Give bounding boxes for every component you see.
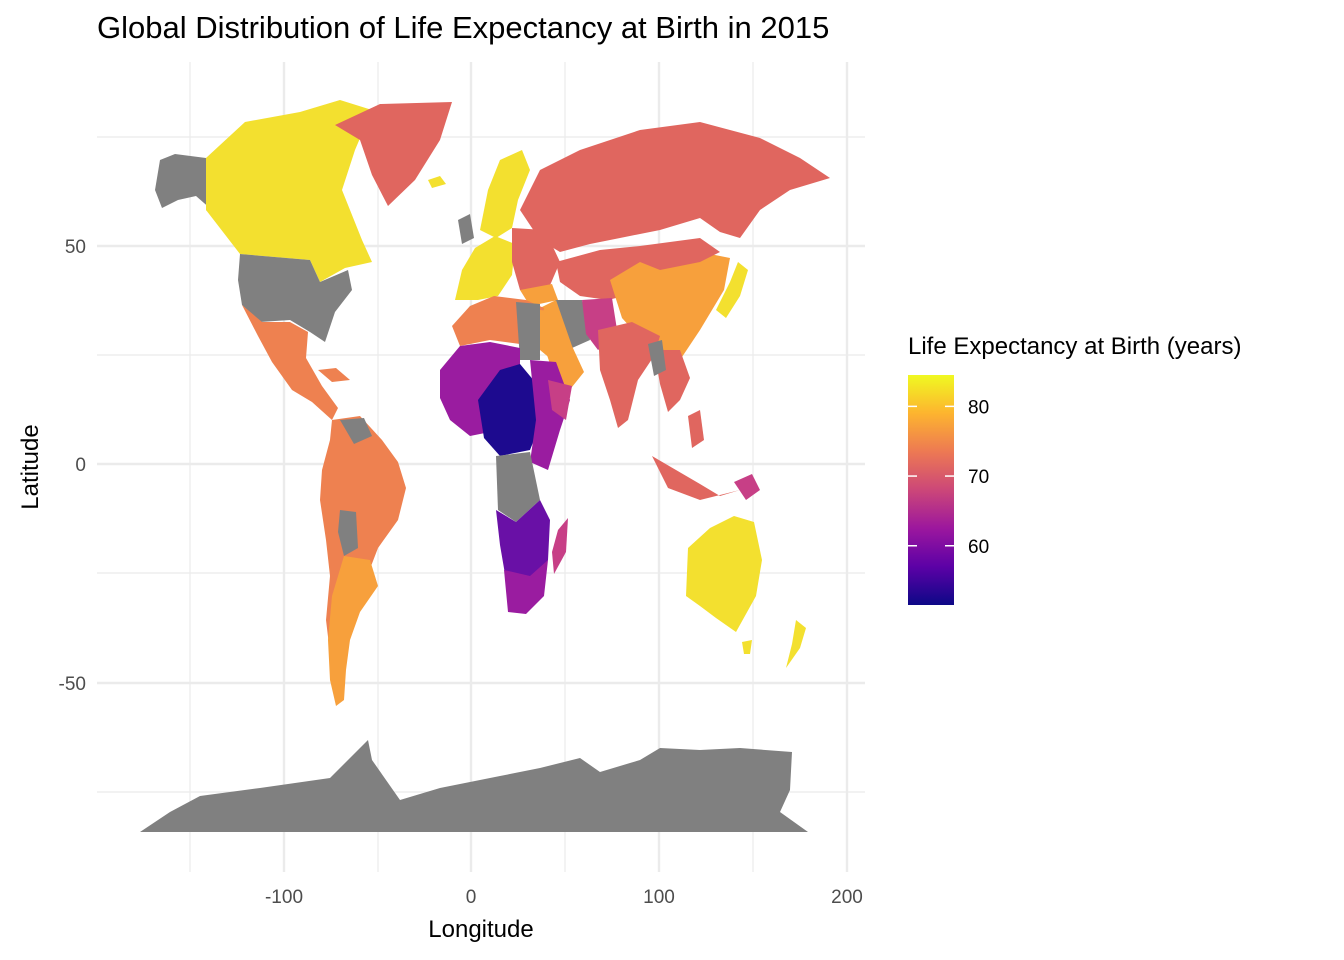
british-isles-region bbox=[458, 214, 474, 244]
libya-region bbox=[516, 302, 540, 360]
y-tick-label: 0 bbox=[75, 455, 86, 476]
western-europe-region bbox=[455, 236, 515, 300]
countries bbox=[140, 100, 830, 832]
legend-colorbar bbox=[908, 375, 954, 605]
congo-region bbox=[496, 452, 540, 522]
y-axis-title: Latitude bbox=[17, 424, 44, 509]
tasmania-region bbox=[742, 640, 752, 654]
x-tick-label: 200 bbox=[831, 887, 863, 908]
y-tick-label: 50 bbox=[65, 237, 86, 258]
australia-region bbox=[686, 516, 762, 632]
legend-label: 80 bbox=[968, 397, 989, 418]
southern-cone-region bbox=[328, 556, 378, 706]
x-axis-ticks: -100 0 100 200 bbox=[265, 887, 863, 908]
antarctica-region bbox=[140, 740, 808, 832]
legend-title: Life Expectancy at Birth (years) bbox=[908, 333, 1242, 360]
y-axis-ticks: 50 0 -50 bbox=[59, 237, 86, 695]
central-africa-region bbox=[478, 364, 542, 456]
iceland-region bbox=[428, 176, 446, 188]
x-tick-label: -100 bbox=[265, 887, 303, 908]
japan-region bbox=[716, 262, 748, 318]
legend-ticks: 80 70 60 bbox=[908, 397, 989, 558]
greenland-region bbox=[335, 102, 452, 206]
new-zealand-region bbox=[786, 620, 806, 668]
indonesia-region bbox=[652, 456, 740, 500]
x-axis-title: Longitude bbox=[428, 916, 533, 943]
middle-east-region bbox=[555, 300, 590, 348]
map-title: Global Distribution of Life Expectancy a… bbox=[97, 10, 830, 45]
x-tick-label: 100 bbox=[643, 887, 675, 908]
legend-label: 70 bbox=[968, 467, 989, 488]
caribbean-region bbox=[318, 368, 350, 382]
y-tick-label: -50 bbox=[59, 674, 86, 695]
india-region bbox=[598, 322, 660, 428]
x-tick-label: 0 bbox=[466, 887, 477, 908]
turkey-region bbox=[520, 284, 558, 306]
venezuela-region bbox=[340, 418, 372, 444]
myanmar-region bbox=[648, 340, 666, 376]
philippines-region bbox=[688, 410, 704, 448]
legend-label: 60 bbox=[968, 537, 989, 558]
madagascar-region bbox=[552, 518, 568, 574]
scandinavia-region bbox=[480, 150, 530, 238]
russia-region bbox=[520, 122, 830, 252]
bolivia-region bbox=[338, 510, 358, 556]
usa-region bbox=[238, 254, 352, 342]
legend: 80 70 60 bbox=[908, 375, 989, 605]
alaska-region bbox=[155, 154, 222, 222]
mexico-central-america-region bbox=[242, 305, 338, 420]
canada-region bbox=[206, 100, 372, 282]
papua-region bbox=[734, 474, 760, 500]
egypt-region bbox=[540, 310, 568, 360]
south-africa-region bbox=[504, 560, 548, 614]
horn-africa-region bbox=[548, 380, 572, 420]
mongolia-region bbox=[640, 238, 720, 270]
